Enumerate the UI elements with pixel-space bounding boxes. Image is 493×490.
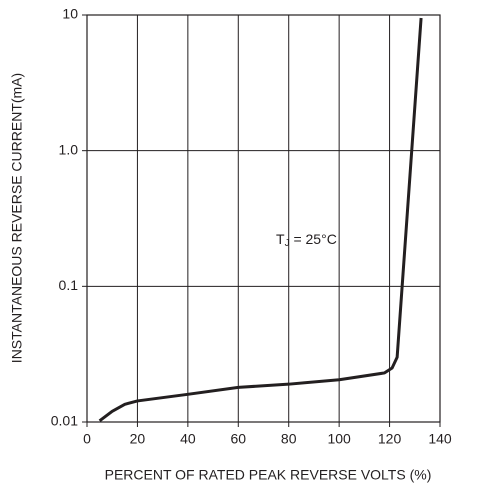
y-tick-label: 1.0 xyxy=(59,141,79,157)
annotation-subscript: J xyxy=(285,238,290,249)
y-tick-label: 0.01 xyxy=(51,413,78,429)
x-tick-label: 80 xyxy=(281,431,297,447)
annotation-symbol: T xyxy=(276,231,285,247)
y-tick-label: 0.1 xyxy=(59,277,79,293)
x-tick-label: 120 xyxy=(378,431,402,447)
y-tick-label: 10 xyxy=(62,6,78,22)
annotation: TJ = 25°C xyxy=(276,231,337,249)
x-tick-label: 60 xyxy=(230,431,246,447)
x-tick-label: 0 xyxy=(83,431,91,447)
y-axis-label: INSTANTANEOUS REVERSE CURRENT(mA) xyxy=(9,73,25,363)
annotation-text: = 25°C xyxy=(290,231,337,247)
data-line xyxy=(98,17,423,423)
x-tick-label: 140 xyxy=(428,431,452,447)
x-tick-label: 20 xyxy=(130,431,146,447)
plot-frame xyxy=(86,14,441,423)
x-tick-label: 40 xyxy=(180,431,196,447)
x-tick-label: 100 xyxy=(327,431,351,447)
x-axis-label: PERCENT OF RATED PEAK REVERSE VOLTS (%) xyxy=(105,467,432,483)
